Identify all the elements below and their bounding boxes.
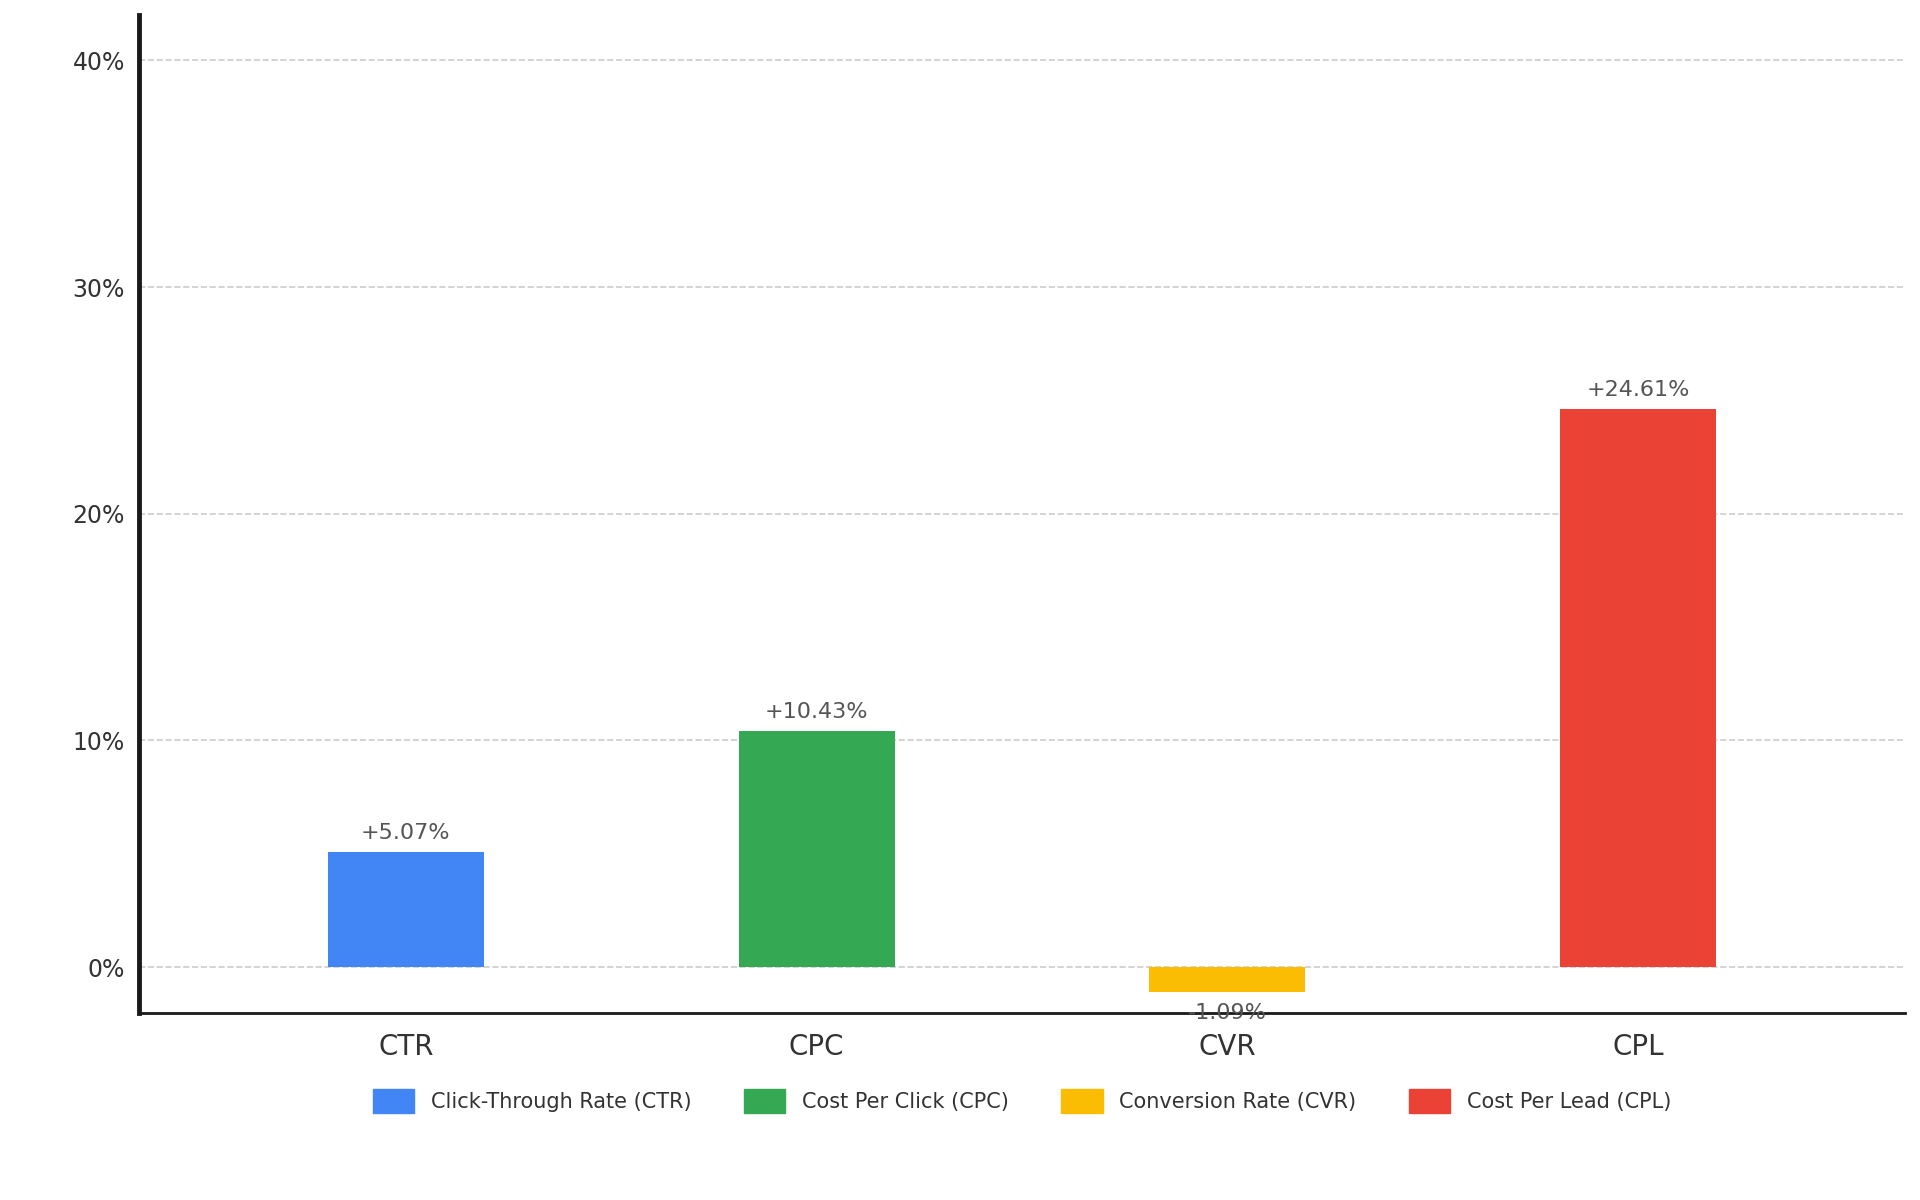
Text: +10.43%: +10.43% [764,702,868,721]
Text: -1.09%: -1.09% [1188,1003,1267,1024]
Bar [1150,967,1306,992]
Text: +5.07%: +5.07% [361,823,451,844]
Bar [328,852,484,967]
Bar [1559,409,1716,967]
Legend: Click-Through Rate (CTR), Cost Per Click (CPC), Conversion Rate (CVR), Cost Per : Click-Through Rate (CTR), Cost Per Click… [365,1081,1680,1122]
Text: +24.61%: +24.61% [1586,380,1690,400]
Bar [739,731,895,967]
